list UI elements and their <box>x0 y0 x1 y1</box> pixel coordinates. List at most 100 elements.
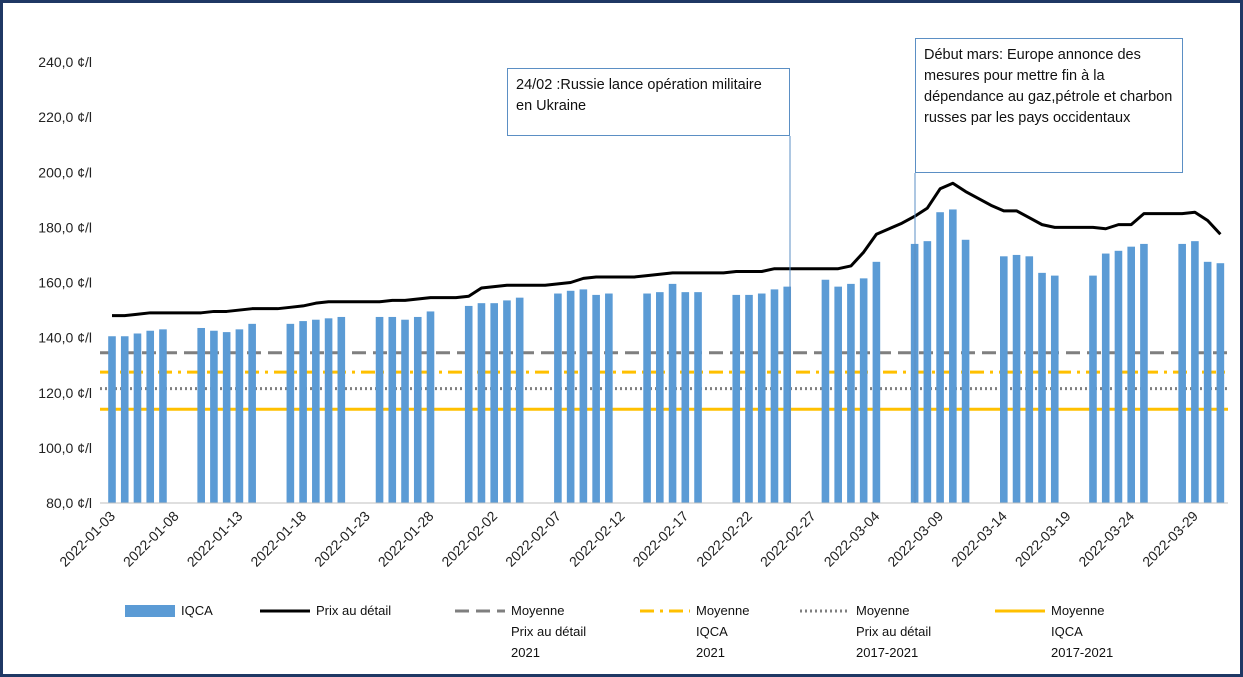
y-tick-label: 120,0 ¢/l <box>38 385 92 401</box>
y-tick-label: 220,0 ¢/l <box>38 109 92 125</box>
x-tick-label: 2022-03-04 <box>821 508 883 570</box>
bar <box>337 316 346 503</box>
y-tick-label: 100,0 ¢/l <box>38 440 92 456</box>
x-tick-label: 2022-01-08 <box>120 508 182 570</box>
legend-label: IQCA <box>181 603 213 618</box>
bar <box>961 239 970 503</box>
bar <box>210 330 218 503</box>
bar <box>757 293 766 503</box>
bar <box>1050 275 1059 503</box>
bar <box>847 283 855 503</box>
bar <box>732 294 741 503</box>
y-tick-label: 200,0 ¢/l <box>38 164 92 180</box>
legend-label: Moyenne IQCA 2021 <box>696 603 750 660</box>
bar <box>1114 250 1123 503</box>
x-tick-label: 2022-01-03 <box>56 508 118 570</box>
bar <box>477 303 486 503</box>
bar <box>643 293 651 503</box>
bar <box>1191 241 1199 503</box>
bar <box>1216 263 1225 503</box>
bar <box>235 329 244 503</box>
price-line <box>112 181 1222 318</box>
bar <box>554 293 562 503</box>
bar <box>286 323 295 503</box>
bar <box>923 241 932 503</box>
bar <box>834 286 842 503</box>
bar <box>936 212 944 503</box>
bar <box>592 294 600 503</box>
bar <box>375 316 384 503</box>
bar <box>312 319 320 503</box>
x-tick-label: 2022-01-23 <box>311 508 373 570</box>
bar <box>108 336 116 503</box>
bar <box>1178 243 1186 503</box>
legend-label: Prix au détail <box>316 603 392 618</box>
legend-label: Moyenne IQCA 2017-2021 <box>1051 603 1114 660</box>
x-tick-label: 2022-02-22 <box>693 508 755 570</box>
bar <box>605 293 613 503</box>
y-tick-label: 240,0 ¢/l <box>38 54 92 70</box>
bar <box>159 329 167 503</box>
x-tick-label: 2022-01-18 <box>247 508 309 570</box>
bar <box>949 209 957 503</box>
x-tick-label: 2022-01-13 <box>184 508 246 570</box>
legend-label: Moyenne Prix au détail 2021 <box>511 603 587 660</box>
bar <box>490 303 498 503</box>
bar <box>299 321 307 503</box>
x-tick-label: 2022-02-17 <box>629 508 691 570</box>
x-tick-label: 2022-03-19 <box>1012 508 1074 570</box>
bar <box>413 316 422 503</box>
bar <box>656 292 664 503</box>
y-tick-label: 160,0 ¢/l <box>38 275 92 291</box>
x-tick-label: 2022-03-29 <box>1139 508 1201 570</box>
bar <box>388 316 397 503</box>
bar <box>745 294 753 503</box>
y-tick-label: 180,0 ¢/l <box>38 219 92 235</box>
bar <box>503 300 511 503</box>
x-tick-label: 2022-03-24 <box>1075 508 1137 570</box>
bar <box>1012 254 1021 503</box>
bar <box>146 330 155 503</box>
bar <box>1000 256 1008 503</box>
bar <box>783 286 792 503</box>
legend-label: Moyenne Prix au détail 2017-2021 <box>856 603 932 660</box>
bar <box>1025 256 1034 503</box>
bar <box>464 305 473 503</box>
x-tick-label: 2022-01-28 <box>375 508 437 570</box>
bar <box>324 318 333 503</box>
bar <box>859 278 868 503</box>
bar <box>872 261 881 503</box>
x-tick-label: 2022-03-09 <box>884 508 946 570</box>
annotation: Début mars: Europe annonce des mesures p… <box>915 38 1183 173</box>
x-tick-label: 2022-02-12 <box>566 508 628 570</box>
bar <box>681 292 690 503</box>
bar <box>770 289 779 503</box>
bar <box>426 311 435 503</box>
bar <box>1140 243 1148 503</box>
x-tick-label: 2022-02-07 <box>502 508 564 570</box>
bar <box>668 283 677 503</box>
bar <box>694 292 702 503</box>
bar <box>1089 275 1097 503</box>
bar <box>1101 253 1110 503</box>
y-tick-label: 140,0 ¢/l <box>38 330 92 346</box>
y-tick-label: 80,0 ¢/l <box>46 495 92 511</box>
bar <box>566 290 575 503</box>
bar <box>1203 261 1212 503</box>
bar <box>120 336 129 503</box>
bar <box>401 319 409 503</box>
legend-swatch <box>125 605 175 617</box>
x-tick-label: 2022-02-27 <box>757 508 819 570</box>
bar <box>515 297 524 503</box>
bar <box>222 332 231 503</box>
bar <box>197 327 205 503</box>
bar <box>821 279 830 503</box>
bar <box>579 289 588 503</box>
bar <box>133 333 142 503</box>
bar <box>1038 272 1046 503</box>
bar <box>1127 246 1135 503</box>
x-tick-label: 2022-03-14 <box>948 508 1010 570</box>
